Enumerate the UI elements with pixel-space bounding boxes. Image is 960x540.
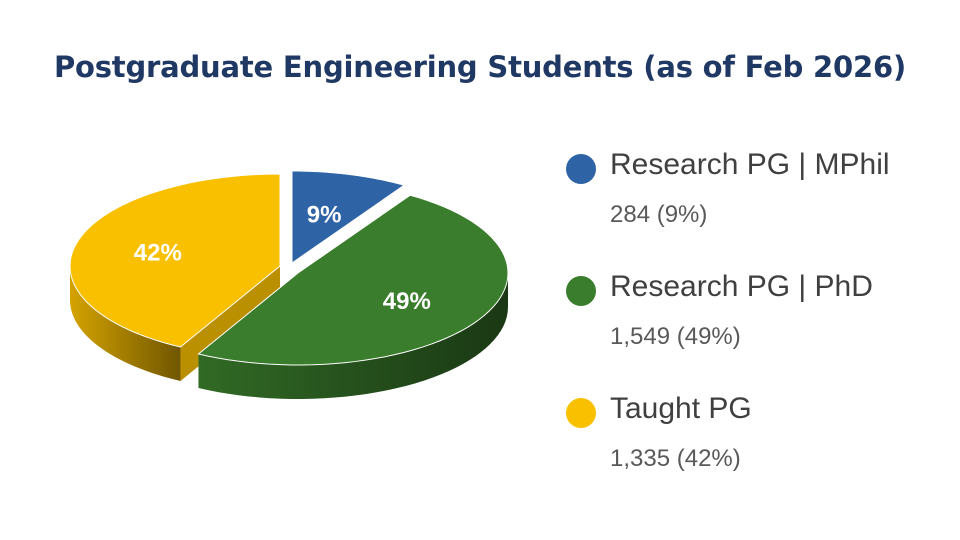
legend-marker-taught [566,398,596,428]
pie-data-label-taught: 42% [134,240,182,267]
pie-data-label-mphil: 9% [307,201,342,228]
pie-data-label-phd: 49% [383,288,431,315]
legend-value-phd: 1,549 (49%) [610,323,741,350]
legend-value-mphil: 284 (9%) [610,201,708,228]
legend-value-taught: 1,335 (42%) [610,445,741,472]
legend-label-mphil: Research PG | MPhil [610,148,890,181]
legend-marker-mphil [566,154,596,184]
pie-slice-group-phd [197,194,509,399]
pie-side-taught [70,266,181,382]
pie-side-phd [198,273,508,399]
chart-title: Postgraduate Engineering Students (as of… [53,50,907,84]
pie-slice-group-mphil [291,170,406,264]
legend-label-phd: Research PG | PhD [610,270,873,303]
legend: Research PG | MPhil 284 (9%) Research PG… [566,146,956,512]
legend-label-taught: Taught PG [610,392,752,425]
legend-item-phd: Research PG | PhD 1,549 (49%) [566,268,956,390]
pie-slice-taught [69,173,281,348]
pie-slice-phd [197,194,509,366]
pie-slice-mphil [291,170,406,264]
legend-item-taught: Taught PG 1,335 (42%) [566,390,956,512]
legend-marker-phd [566,276,596,306]
legend-item-mphil: Research PG | MPhil 284 (9%) [566,146,956,268]
